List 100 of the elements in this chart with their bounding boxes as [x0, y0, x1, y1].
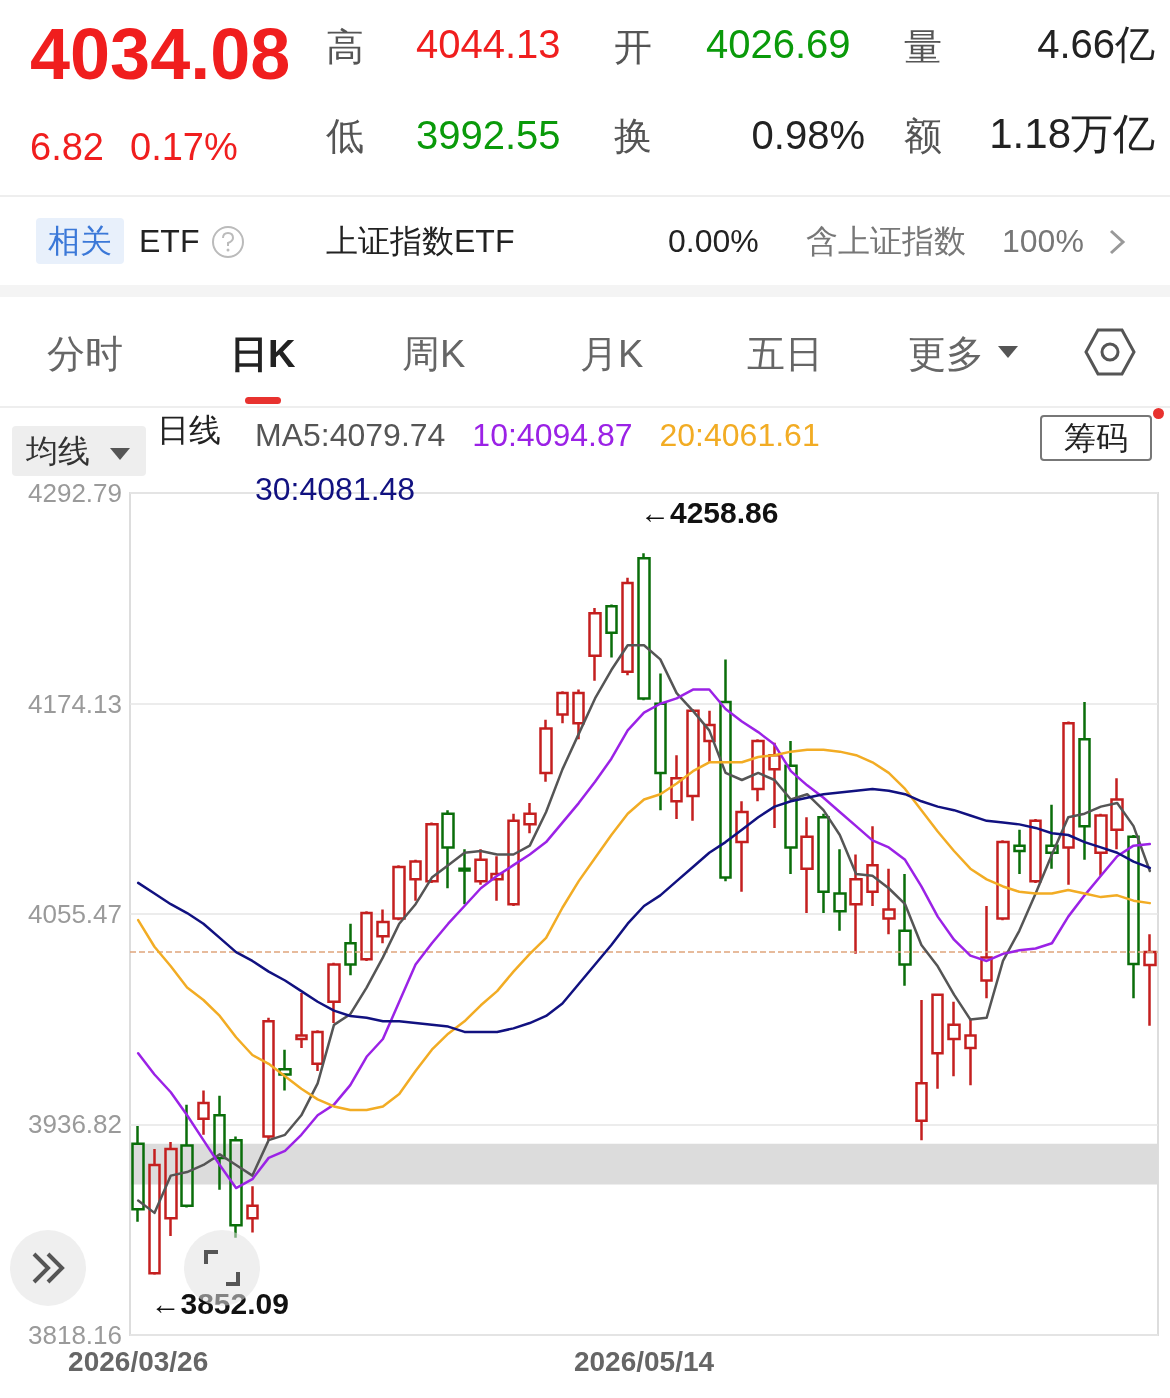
- text: 高: [326, 26, 364, 68]
- candlestick: [1062, 720, 1075, 886]
- legend-title: 日线: [157, 412, 221, 448]
- candlestick: [964, 1018, 977, 1087]
- candlestick: [751, 737, 765, 803]
- text: 额: [904, 115, 942, 157]
- text: 0.00%: [668, 223, 759, 259]
- candlestick: [980, 904, 993, 1000]
- text: 月K: [580, 333, 644, 375]
- candlestick: [539, 718, 553, 784]
- candlestick: [1013, 828, 1026, 876]
- text: 分时: [47, 333, 123, 375]
- text: MA5:4079.74: [255, 417, 446, 453]
- text: 换: [614, 115, 652, 157]
- text: 周K: [402, 333, 466, 375]
- line-series: [136, 787, 1152, 1034]
- text: 100%: [1002, 223, 1084, 259]
- candlestick: [605, 603, 618, 659]
- text: 30:4081.48: [255, 471, 416, 507]
- candlestick: [262, 1016, 275, 1142]
- text: 五日: [747, 333, 823, 375]
- line-series: [136, 748, 1152, 1112]
- text: 量: [904, 26, 942, 68]
- candlestick: [229, 1135, 243, 1239]
- candlestick: [327, 961, 341, 1025]
- candlestick: [915, 998, 928, 1142]
- text: 上证指数ETF: [326, 223, 515, 259]
- x-tick-label: 2026/05/14: [573, 1345, 715, 1377]
- text: 更多: [908, 333, 984, 375]
- text: 3992.55: [416, 113, 561, 157]
- annotation: ←4258.86: [640, 495, 779, 529]
- candlestick: [621, 576, 634, 677]
- candlestick: [131, 1124, 145, 1223]
- candlestick: [344, 922, 357, 977]
- text: 低: [326, 115, 364, 157]
- y-tick-label: 4055.47: [28, 899, 122, 930]
- text: 日K: [230, 333, 296, 375]
- candlestick: [703, 709, 716, 764]
- candlestick: [817, 812, 830, 915]
- candlestick: [996, 839, 1010, 922]
- text: 含上证指数: [806, 223, 966, 259]
- text: 4044.13: [416, 22, 561, 66]
- candlestick: [1094, 812, 1108, 878]
- text: 相关: [36, 218, 124, 264]
- text: 6.82: [30, 126, 104, 168]
- text: 4034.08: [30, 14, 291, 94]
- candlestick: [784, 739, 798, 876]
- candlestick: [931, 993, 944, 1090]
- candlestick: [458, 847, 471, 906]
- candlestick: [735, 800, 749, 894]
- text: 4.66亿: [1037, 22, 1155, 66]
- candlestick: [360, 910, 373, 963]
- candlestick: [849, 853, 863, 956]
- candlestick: [246, 1185, 259, 1234]
- y-tick-label: 4292.79: [28, 478, 122, 508]
- text: 均线: [12, 426, 146, 476]
- y-tick-label: 3936.82: [28, 1109, 122, 1140]
- candlestick: [164, 1140, 178, 1238]
- candlestick: [1029, 817, 1042, 885]
- candlestick: [523, 801, 537, 835]
- candlestick: [409, 858, 422, 902]
- candlestick: [947, 1000, 961, 1078]
- candlestick: [882, 867, 896, 936]
- candlestick: [507, 812, 520, 908]
- candlestick: [425, 821, 439, 885]
- candlestick: [898, 872, 912, 988]
- candlestick: [556, 690, 569, 725]
- annotation: ←3852.09: [150, 1287, 289, 1321]
- text: ETF: [139, 223, 200, 259]
- text: 20:4061.61: [659, 417, 820, 453]
- candlestick: [1143, 932, 1157, 1027]
- candlestick: [866, 824, 879, 908]
- candlestick: [311, 1028, 324, 1073]
- text: 4026.69: [706, 22, 851, 66]
- text: 1.18万亿: [989, 110, 1155, 157]
- candlestick: [180, 1103, 194, 1209]
- text: 10:4094.87: [472, 417, 633, 453]
- text: 0.98%: [751, 113, 865, 157]
- candlestick: [441, 808, 455, 890]
- candlestick: [833, 847, 847, 933]
- candlestick: [278, 1048, 292, 1092]
- candlestick: [197, 1089, 210, 1137]
- candlestick: [588, 606, 602, 682]
- candlestick: [670, 753, 683, 821]
- candlestick: [474, 847, 488, 886]
- candlestick: [148, 1147, 161, 1277]
- candlestick: [392, 863, 406, 922]
- candlestick: [376, 908, 390, 945]
- text: 0.17%: [130, 126, 238, 168]
- y-tick-label: 4174.13: [28, 688, 122, 719]
- text: 开: [614, 26, 652, 68]
- candlestick: [295, 991, 308, 1050]
- candlestick: [1110, 776, 1124, 851]
- candlestick: [719, 658, 732, 883]
- candlestick: [800, 816, 814, 915]
- candlestick: [686, 709, 700, 823]
- text: 筹码: [1040, 415, 1152, 461]
- candlestick: [637, 551, 651, 702]
- candlestick: [654, 672, 667, 812]
- candlestick: [1078, 700, 1091, 862]
